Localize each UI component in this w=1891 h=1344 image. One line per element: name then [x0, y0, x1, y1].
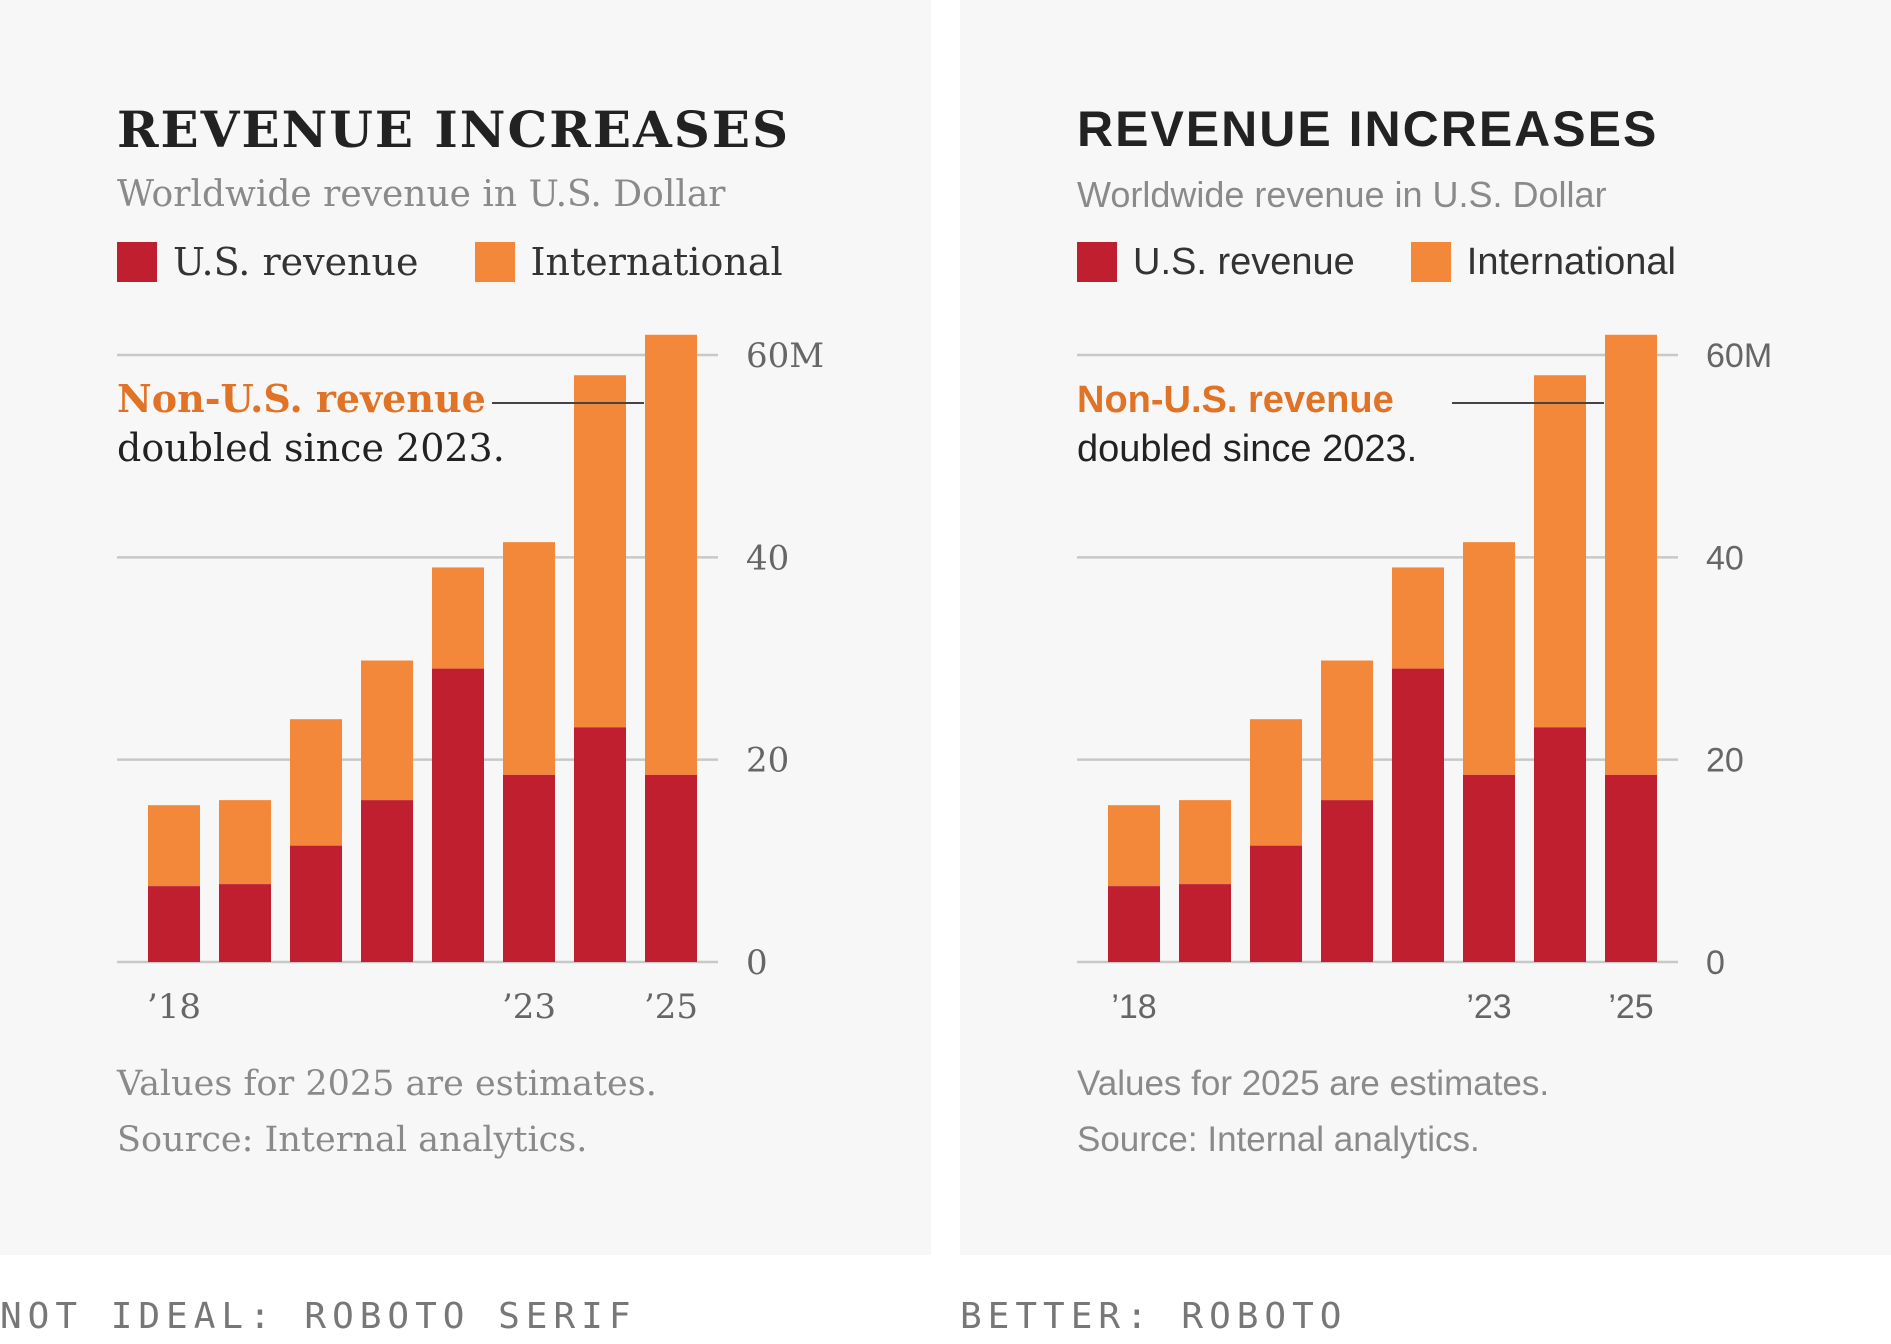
bar-international — [219, 800, 271, 885]
bar-us — [1534, 727, 1586, 962]
y-tick-label: 40 — [746, 538, 789, 578]
bar-us — [1463, 774, 1515, 962]
bar-us — [219, 884, 271, 962]
bar-international — [1463, 542, 1515, 775]
bar-chart: 0 20 40 60M ’18 ’23 ’25 Non-U.S. revenue doubled… — [117, 334, 824, 1027]
legend-item-international: International — [474, 240, 783, 284]
x-tick-label: ’23 — [502, 987, 556, 1027]
bar-international — [1179, 800, 1231, 885]
legend-item-us: U.S. revenue — [117, 240, 419, 284]
bar-international — [574, 375, 626, 728]
legend-swatch-us — [1077, 242, 1117, 282]
bar-us — [361, 800, 413, 962]
panel-serif: REVENUE INCREASES Worldwide revenue in U… — [0, 0, 931, 1255]
legend-label-international: International — [1466, 240, 1676, 283]
annotation-body: doubled since 2023. — [117, 426, 505, 470]
legend-swatch-us — [117, 242, 157, 282]
footer-source: Source: Internal analytics. — [117, 1120, 588, 1160]
bar-international — [290, 719, 342, 846]
chart-footer: Values for 2025 are estimates. Source: I… — [117, 1056, 657, 1168]
chart-footer: Values for 2025 are estimates. Source: I… — [1077, 1056, 1549, 1168]
chart-title: REVENUE INCREASES — [1077, 101, 1659, 157]
footer-note: Values for 2025 are estimates. — [1077, 1064, 1550, 1103]
panel-sans: REVENUE INCREASES Worldwide revenue in U… — [960, 0, 1891, 1255]
legend-label-us: U.S. revenue — [1133, 240, 1355, 283]
y-tick-label: 60M — [746, 336, 824, 376]
legend-item-us: U.S. revenue — [1077, 241, 1355, 284]
y-tick-label: 20 — [746, 741, 789, 781]
y-tick-label: 20 — [1706, 742, 1744, 780]
bar-us — [1108, 886, 1160, 962]
bar-international — [1250, 719, 1302, 846]
bar-us — [574, 727, 626, 962]
y-tick-label: 40 — [1706, 539, 1744, 577]
legend-item-international: International — [1410, 240, 1676, 284]
x-tick-label: ’23 — [1466, 988, 1511, 1026]
chart-subtitle: Worldwide revenue in U.S. Dollar — [1077, 174, 1607, 215]
bar-us — [1392, 668, 1444, 962]
legend: U.S. revenue International — [1077, 240, 1676, 284]
x-tick-label: ’25 — [1608, 988, 1653, 1026]
bar-international — [1321, 660, 1373, 801]
bar-us — [1179, 884, 1231, 962]
legend-label-us: U.S. revenue — [173, 240, 419, 284]
bar-international — [148, 805, 200, 887]
footer-source: Source: Internal analytics. — [1077, 1120, 1480, 1159]
bar-us — [645, 774, 697, 962]
bar-us — [432, 668, 484, 962]
bar-us — [290, 845, 342, 962]
chart-title: REVENUE INCREASES — [117, 100, 791, 159]
x-tick-label: ’18 — [1111, 988, 1156, 1026]
y-tick-label: 0 — [1706, 944, 1725, 982]
x-tick-label: ’25 — [644, 987, 698, 1027]
bar-us — [1250, 845, 1302, 962]
annotation-body: doubled since 2023. — [1077, 428, 1417, 470]
annotation-highlight: Non-U.S. revenue — [1077, 379, 1394, 421]
bar-international — [503, 542, 555, 775]
legend: U.S. revenue International — [117, 240, 783, 284]
chart-subtitle: Worldwide revenue in U.S. Dollar — [117, 174, 726, 215]
footer-note: Values for 2025 are estimates. — [117, 1064, 657, 1104]
bar-international — [361, 660, 413, 801]
bar-chart: 0 20 40 60M ’18 ’23 ’25 Non-U.S. revenue doubled… — [1077, 334, 1772, 1026]
bar-international — [645, 334, 697, 775]
bar-us — [1605, 774, 1657, 962]
bar-international — [432, 567, 484, 669]
legend-label-international: International — [530, 240, 783, 284]
caption-right: BETTER: ROBOTO — [960, 1296, 1348, 1337]
x-tick-label: ’18 — [147, 987, 201, 1027]
bar-international — [1392, 567, 1444, 669]
bar-international — [1108, 805, 1160, 887]
legend-swatch-international — [1410, 242, 1451, 282]
bar-international — [1534, 375, 1586, 728]
bar-us — [503, 774, 555, 962]
legend-swatch-international — [474, 242, 515, 282]
bar-us — [1321, 800, 1373, 962]
bar-us — [148, 886, 200, 962]
y-tick-label: 60M — [1706, 337, 1772, 375]
y-tick-label: 0 — [746, 943, 768, 983]
caption-left: NOT IDEAL: ROBOTO SERIF — [0, 1296, 637, 1337]
annotation-highlight: Non-U.S. revenue — [117, 376, 486, 421]
bar-international — [1605, 334, 1657, 775]
